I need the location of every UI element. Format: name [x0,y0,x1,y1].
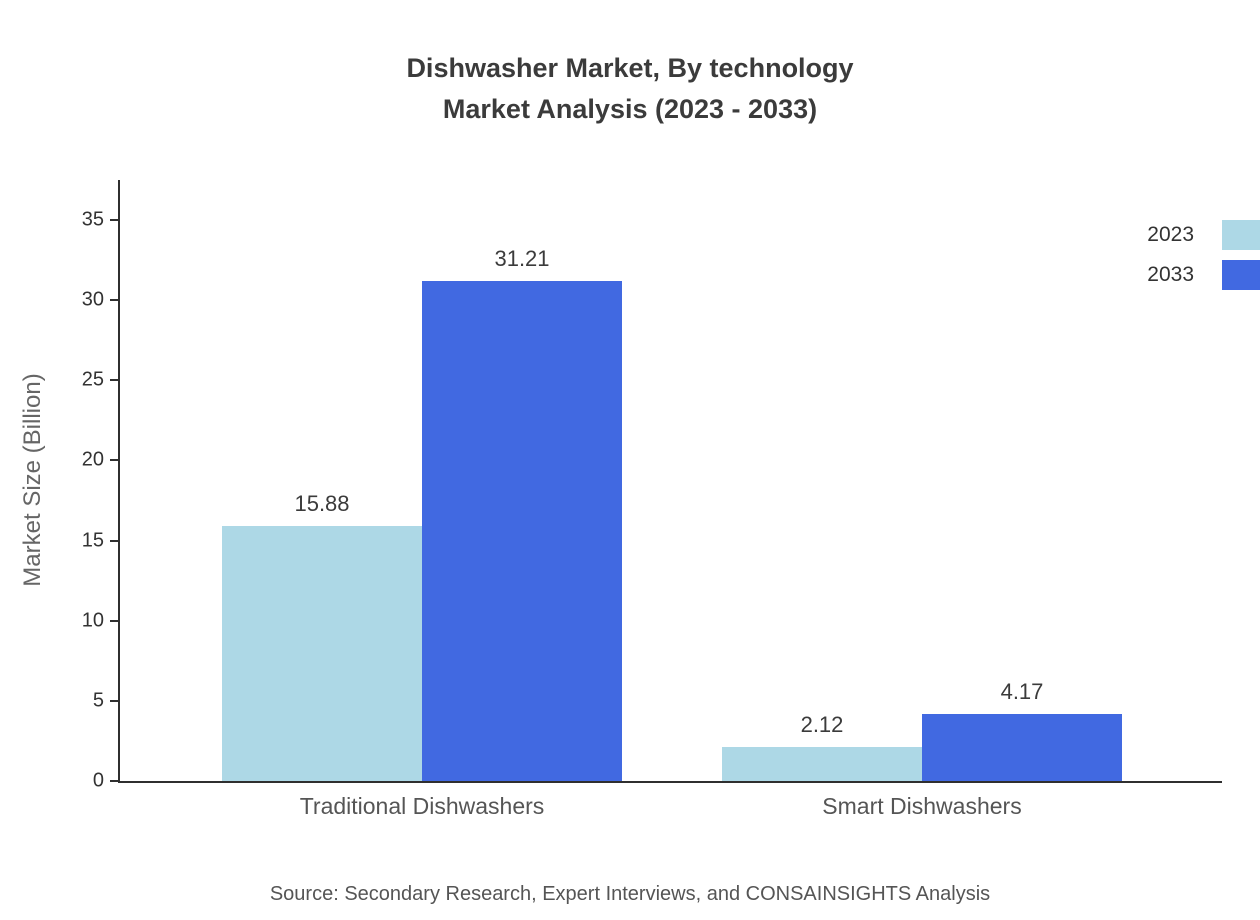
x-category-label: Traditional Dishwashers [299,793,545,819]
bar-2023-1 [722,747,922,781]
y-tick-mark [110,379,118,382]
legend-swatch [1222,260,1260,290]
legend-label: 2023 [1147,223,1194,246]
legend-item-2023: 2023 [1147,220,1260,250]
plot-area: 0 5 10 15 20 25 30 35 15.88 31.21 Traditional Dish… [82,180,1222,819]
y-tick-label: 15 [81,529,104,552]
legend: 2023 2033 [1147,220,1260,290]
y-tick-mark [110,539,118,542]
bar-value-label: 4.17 [1000,679,1044,705]
bar-2033-1 [922,714,1122,781]
y-tick-mark [110,299,118,302]
bar-value-label: 31.21 [494,245,550,271]
legend-label: 2033 [1147,263,1194,286]
bar-value-label: 2.12 [800,712,844,738]
y-axis-label: Market Size (Billion) [19,373,46,587]
y-tick-label: 35 [81,208,104,231]
y-tick-label: 5 [92,689,104,712]
bar-value-label: 15.88 [294,491,350,517]
legend-swatch [1222,220,1260,250]
y-tick-mark [110,780,118,782]
y-tick-mark [110,219,118,221]
y-tick-label: 25 [81,368,104,391]
y-tick-mark [110,699,118,702]
source-text: Source: Secondary Research, Expert Inter… [269,883,991,905]
chart-title: Dishwasher Market, By technology [406,53,854,83]
y-tick-mark [110,619,118,622]
y-tick-label: 0 [92,769,104,792]
legend-item-2033: 2033 [1147,260,1260,290]
chart-subtitle: Market Analysis (2023 - 2033) [442,94,818,124]
y-tick-label: 30 [81,288,104,311]
x-category-label: Smart Dishwashers [822,793,1022,819]
y-tick-mark [110,459,118,462]
bar-2033-0 [422,280,622,781]
y-tick-label: 10 [81,609,104,632]
bar-2023-0 [222,526,422,781]
y-tick-label: 20 [81,448,104,471]
